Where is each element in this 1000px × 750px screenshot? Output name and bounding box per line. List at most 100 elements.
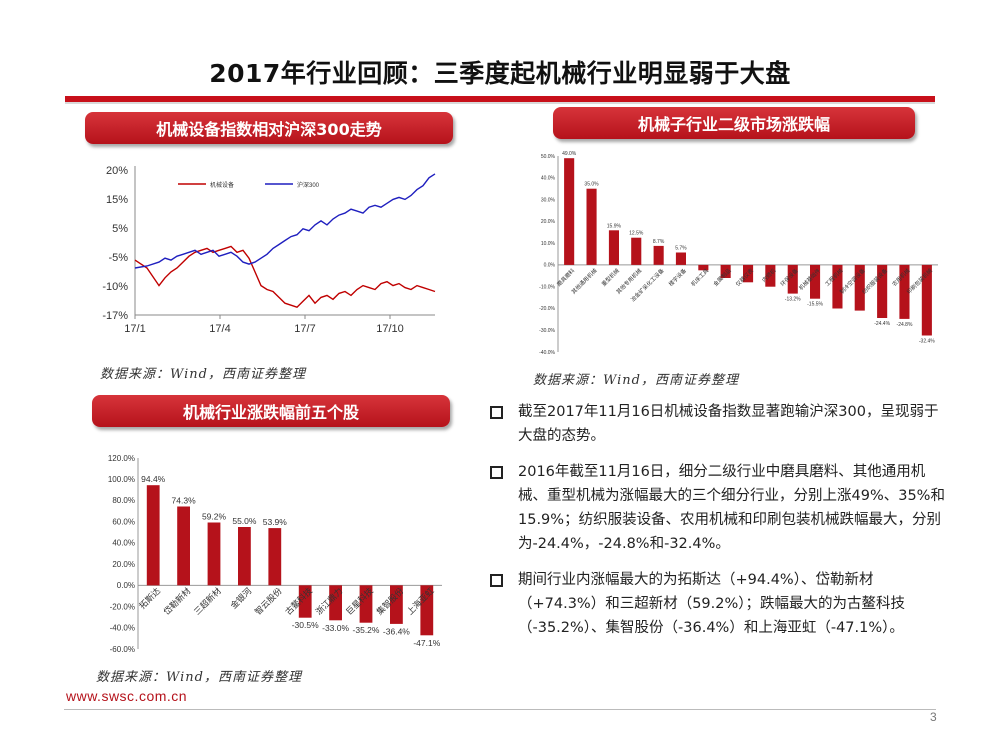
data-label: 12.5% (629, 231, 644, 237)
panel-title-top5-text: 机械行业涨跌幅前五个股 (182, 403, 359, 422)
category-label: 拓斯达 (137, 585, 162, 610)
bar (298, 585, 312, 618)
bar (854, 264, 865, 311)
data-label: -15.5% (807, 302, 823, 308)
bullet-text: 期间行业内涨幅最大的为拓斯达（+94.4%）、岱勒新材（+74.3%）和三超新材… (518, 572, 906, 636)
bar (720, 264, 731, 278)
y-tick-label: -40.0% (539, 350, 555, 356)
checkbox-bullet-icon (490, 406, 503, 419)
x-tick-label: 17/7 (294, 323, 315, 335)
data-label: -47.1% (413, 638, 440, 648)
panel-title-top5: 机械行业涨跌幅前五个股 (92, 395, 450, 427)
y-tick-label: 50.0% (541, 154, 556, 160)
footer-rule (64, 709, 936, 710)
y-tick-label: -10% (102, 281, 128, 293)
bar (877, 264, 888, 318)
bar (899, 264, 910, 319)
y-tick-label: 40.0% (112, 539, 135, 548)
bullet-list: 截至2017年11月16日机械设备指数显著跑输沪深300，呈现弱于大盘的态势。 … (488, 400, 948, 652)
y-tick-label: -20.0% (110, 602, 135, 611)
series-line-0 (134, 245, 436, 308)
bar (420, 585, 434, 636)
category-label: 岱勒新材 (161, 585, 192, 616)
source-line: 数据来源：Wind，西南证券整理 (100, 367, 306, 382)
title-underline (65, 96, 935, 102)
top5-bar-chart: 120.0% 100.0% 80.0% 60.0% 40.0% 20.0% 0.0% -20.… (108, 454, 442, 654)
y-tick-label: -10.0% (539, 284, 555, 290)
bullet-item: 截至2017年11月16日机械设备指数显著跑输沪深300，呈现弱于大盘的态势。 (488, 400, 948, 448)
data-label: -24.4% (874, 321, 890, 327)
y-tick-label: 120.0% (108, 454, 135, 463)
bullet-text: 2016年截至11月16日，细分二级行业中磨具磨料、其他通用机械、重型机械为涨幅… (518, 464, 945, 552)
y-tick-label: -5% (108, 252, 128, 264)
y-tick-label: 20.0% (541, 219, 556, 225)
y-tick-label: -30.0% (539, 328, 555, 334)
data-label: 55.0% (232, 516, 257, 526)
y-tick-label: 20.0% (112, 560, 135, 569)
data-label: 15.9% (607, 223, 622, 229)
data-label: -35.2% (353, 625, 380, 635)
checkbox-bullet-icon (490, 466, 503, 479)
bar (608, 230, 619, 265)
line-chart: 20% 15% 5% -5% -10% -17%17/1 17/4 17/7 17/10 机械设… (102, 165, 436, 335)
bullet-text: 截至2017年11月16日机械设备指数显著跑输沪深300，呈现弱于大盘的态势。 (518, 404, 939, 444)
legend-label: 机械设备 (210, 181, 234, 189)
category-label: 重型机械 (600, 266, 622, 288)
sub-industry-bar-chart: 50.0% 40.0% 30.0% 20.0% 10.0% 0.0% -10.0% -20.0… (539, 151, 938, 356)
footer-url[interactable]: www.swsc.com.cn (66, 688, 188, 704)
x-tick-label: 17/10 (376, 323, 404, 335)
y-tick-label: -40.0% (110, 624, 135, 633)
bullet-item: 2016年截至11月16日，细分二级行业中磨具磨料、其他通用机械、重型机械为涨幅… (488, 460, 948, 556)
data-label: -13.2% (785, 297, 801, 303)
category-label: 楼宇设备 (667, 266, 689, 288)
data-label: 35.0% (584, 182, 599, 188)
data-label: -30.5% (292, 620, 319, 630)
bar (359, 585, 373, 623)
y-tick-label: 15% (106, 194, 128, 206)
bar (653, 245, 664, 265)
bullet-item: 期间行业内涨幅最大的为拓斯达（+94.4%）、岱勒新材（+74.3%）和三超新材… (488, 568, 948, 640)
panel-title-sub-text: 机械子行业二级市场涨跌幅 (637, 115, 830, 134)
bar (329, 585, 342, 621)
bar (921, 264, 932, 336)
bar (698, 264, 709, 271)
y-tick-label: 20% (106, 165, 128, 177)
bar (631, 237, 642, 265)
y-tick-label: 30.0% (541, 197, 556, 203)
y-tick-label: 100.0% (108, 475, 135, 484)
page-title: 2017年行业回顾：三季度起机械行业明显弱于大盘 (209, 59, 791, 88)
series-line-1 (134, 173, 436, 269)
bar (765, 264, 776, 287)
data-label: -32.4% (919, 338, 935, 344)
data-label: 74.3% (172, 495, 197, 505)
bar (268, 528, 282, 586)
data-label: -33.0% (322, 623, 349, 633)
y-tick-label: -17% (102, 310, 128, 322)
bar (207, 522, 221, 586)
page-number: 3 (930, 710, 937, 724)
bar (146, 485, 160, 586)
checkbox-bullet-icon (490, 574, 503, 587)
y-tick-label: 0.0% (544, 263, 556, 269)
data-label: 49.0% (562, 151, 577, 157)
bar (810, 264, 821, 299)
bar (675, 252, 686, 265)
y-tick-label: 60.0% (112, 517, 135, 526)
bar (238, 527, 251, 586)
bar (564, 158, 575, 265)
x-tick-label: 17/4 (209, 323, 230, 335)
bar (787, 264, 798, 294)
category-label: 智云股份 (253, 585, 284, 616)
panel-title-line-text: 机械设备指数相对沪深300走势 (156, 120, 382, 139)
data-label: -24.8% (897, 322, 913, 328)
category-label: 金银河 (228, 585, 253, 610)
bar (586, 188, 597, 265)
bar (177, 506, 190, 586)
source-sub: 数据来源：Wind，西南证券整理 (533, 373, 739, 388)
panel-title-sub: 机械子行业二级市场涨跌幅 (553, 107, 915, 139)
data-label: 59.2% (202, 512, 227, 522)
panel-title-line: 机械设备指数相对沪深300走势 (85, 112, 453, 144)
y-tick-label: -20.0% (539, 306, 555, 312)
y-tick-label: 80.0% (112, 496, 135, 505)
data-label: -36.4% (383, 626, 410, 636)
